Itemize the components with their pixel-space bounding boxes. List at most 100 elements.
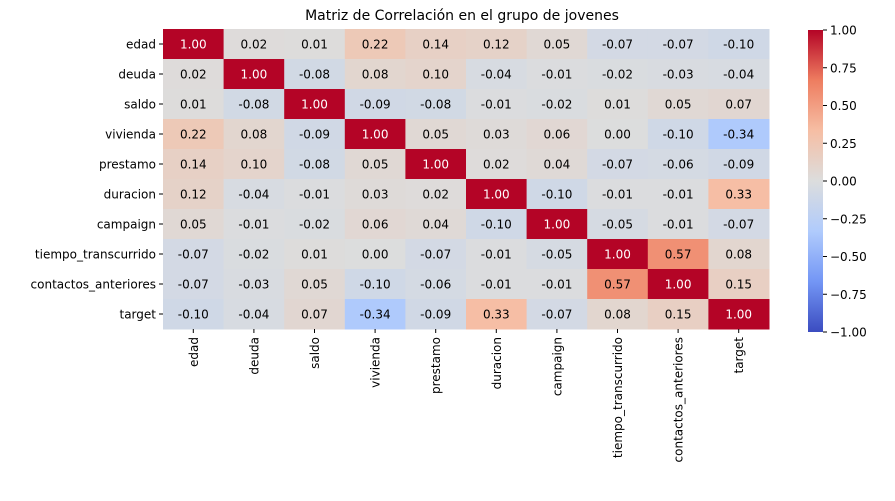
cell-value-label: 0.04 bbox=[544, 158, 571, 172]
cell-value-label: 1.00 bbox=[301, 98, 328, 112]
row-tick-label: tiempo_transcurrido bbox=[35, 248, 156, 262]
heatmap-cell bbox=[284, 269, 346, 300]
colorbar-tick-label: −0.25 bbox=[830, 212, 867, 226]
heatmap-cell bbox=[647, 59, 709, 90]
column-tick-label: target bbox=[732, 337, 746, 374]
heatmap-cell bbox=[405, 209, 467, 240]
cell-value-label: -0.10 bbox=[360, 278, 391, 292]
cell-value-label: 0.03 bbox=[483, 128, 510, 142]
colorbar-tick-label: −1.00 bbox=[830, 326, 867, 340]
cell-value-label: -0.01 bbox=[481, 278, 512, 292]
heatmap-cell bbox=[163, 239, 225, 270]
cell-value-label: -0.07 bbox=[723, 218, 754, 232]
row-tick-label: deuda bbox=[118, 68, 156, 82]
cell-value-label: 0.15 bbox=[665, 308, 692, 322]
column-tick-label: tiempo_transcurrido bbox=[611, 337, 625, 458]
cell-value-label: -0.07 bbox=[178, 248, 209, 262]
cell-value-label: -0.08 bbox=[299, 158, 330, 172]
heatmap-cell bbox=[223, 269, 285, 300]
cell-value-label: 0.08 bbox=[241, 128, 268, 142]
column-tick-label: campaign bbox=[550, 337, 564, 396]
heatmap-cell bbox=[526, 209, 588, 240]
heatmap-cell bbox=[708, 59, 770, 90]
cell-value-label: -0.04 bbox=[238, 308, 269, 322]
cell-value-label: 0.02 bbox=[422, 188, 449, 202]
row-tick-label: contactos_anteriores bbox=[31, 278, 156, 292]
cell-value-label: 0.02 bbox=[180, 68, 207, 82]
cell-value-label: 1.00 bbox=[241, 68, 268, 82]
cell-value-label: -0.07 bbox=[541, 308, 572, 322]
heatmap-cell bbox=[466, 29, 528, 60]
cell-value-label: -0.04 bbox=[481, 68, 512, 82]
heatmap-cell bbox=[405, 179, 467, 210]
heatmap-cell bbox=[223, 59, 285, 90]
heatmap-cell bbox=[344, 59, 406, 90]
heatmap-cell bbox=[526, 119, 588, 150]
cell-value-label: -0.01 bbox=[541, 68, 572, 82]
heatmap-cell bbox=[647, 89, 709, 120]
cell-value-label: 0.00 bbox=[362, 248, 389, 262]
cell-value-label: -0.01 bbox=[481, 248, 512, 262]
cell-value-label: 0.15 bbox=[725, 278, 752, 292]
colorbar-tick-label: −0.75 bbox=[830, 288, 867, 302]
cell-value-label: 1.00 bbox=[544, 218, 571, 232]
cell-value-label: 0.07 bbox=[301, 308, 328, 322]
cell-value-label: -0.03 bbox=[238, 278, 269, 292]
cell-value-label: -0.10 bbox=[178, 308, 209, 322]
cell-value-label: 0.06 bbox=[362, 218, 389, 232]
cell-value-label: -0.04 bbox=[723, 68, 754, 82]
cell-value-label: -0.34 bbox=[723, 128, 754, 142]
heatmap-cell bbox=[708, 29, 770, 60]
cell-value-label: -0.04 bbox=[238, 188, 269, 202]
cell-value-label: 0.05 bbox=[544, 38, 571, 52]
cell-value-label: 0.14 bbox=[180, 158, 207, 172]
heatmap-cell bbox=[587, 299, 649, 330]
heatmap-cell bbox=[708, 209, 770, 240]
heatmap-cell bbox=[344, 269, 406, 300]
cell-value-label: 0.04 bbox=[422, 218, 449, 232]
cell-value-label: 0.12 bbox=[483, 38, 510, 52]
heatmap-cells: 1.00 0.02 0.01 0.22 0.14 0.12 0.05 -0.07 -0.07 -0… bbox=[163, 29, 770, 330]
cell-value-label: -0.08 bbox=[299, 68, 330, 82]
colorbar: 1.00 0.75 0.50 0.25 0.00 −0.25 −0.50 −0.75 −1.00 bbox=[808, 24, 867, 340]
heatmap-cell bbox=[708, 299, 770, 330]
colorbar-gradient bbox=[808, 30, 823, 332]
cell-value-label: 0.02 bbox=[483, 158, 510, 172]
cell-value-label: -0.01 bbox=[481, 98, 512, 112]
heatmap-cell bbox=[163, 149, 225, 180]
cell-value-label: -0.10 bbox=[663, 128, 694, 142]
cell-value-label: -0.01 bbox=[238, 218, 269, 232]
cell-value-label: -0.10 bbox=[723, 38, 754, 52]
colorbar-tick-label: 0.50 bbox=[830, 99, 857, 113]
cell-value-label: 0.05 bbox=[422, 128, 449, 142]
heatmap-cell bbox=[344, 89, 406, 120]
heatmap-cell bbox=[526, 239, 588, 270]
heatmap-cell bbox=[405, 299, 467, 330]
heatmap-cell bbox=[466, 59, 528, 90]
row-tick-label: vivienda bbox=[105, 128, 156, 142]
heatmap-cell bbox=[284, 89, 346, 120]
cell-value-label: -0.05 bbox=[541, 248, 572, 262]
heatmap-cell bbox=[223, 119, 285, 150]
column-tick-label: contactos_anteriores bbox=[672, 337, 686, 462]
cell-value-label: 0.05 bbox=[301, 278, 328, 292]
heatmap-cell bbox=[466, 89, 528, 120]
heatmap-cell bbox=[284, 299, 346, 330]
heatmap-cell bbox=[526, 269, 588, 300]
cell-value-label: 0.57 bbox=[604, 278, 631, 292]
heatmap-cell bbox=[587, 89, 649, 120]
cell-value-label: -0.05 bbox=[602, 218, 633, 232]
cell-value-label: 1.00 bbox=[483, 188, 510, 202]
cell-value-label: -0.07 bbox=[602, 158, 633, 172]
heatmap-cell bbox=[344, 119, 406, 150]
cell-value-label: 0.01 bbox=[180, 98, 207, 112]
cell-value-label: -0.01 bbox=[663, 188, 694, 202]
heatmap-cell bbox=[587, 119, 649, 150]
heatmap-cell bbox=[708, 89, 770, 120]
cell-value-label: 0.33 bbox=[725, 188, 752, 202]
cell-value-label: 0.05 bbox=[362, 158, 389, 172]
heatmap-cell bbox=[647, 269, 709, 300]
heatmap-cell bbox=[587, 59, 649, 90]
heatmap-cell bbox=[466, 299, 528, 330]
cell-value-label: 1.00 bbox=[604, 248, 631, 262]
